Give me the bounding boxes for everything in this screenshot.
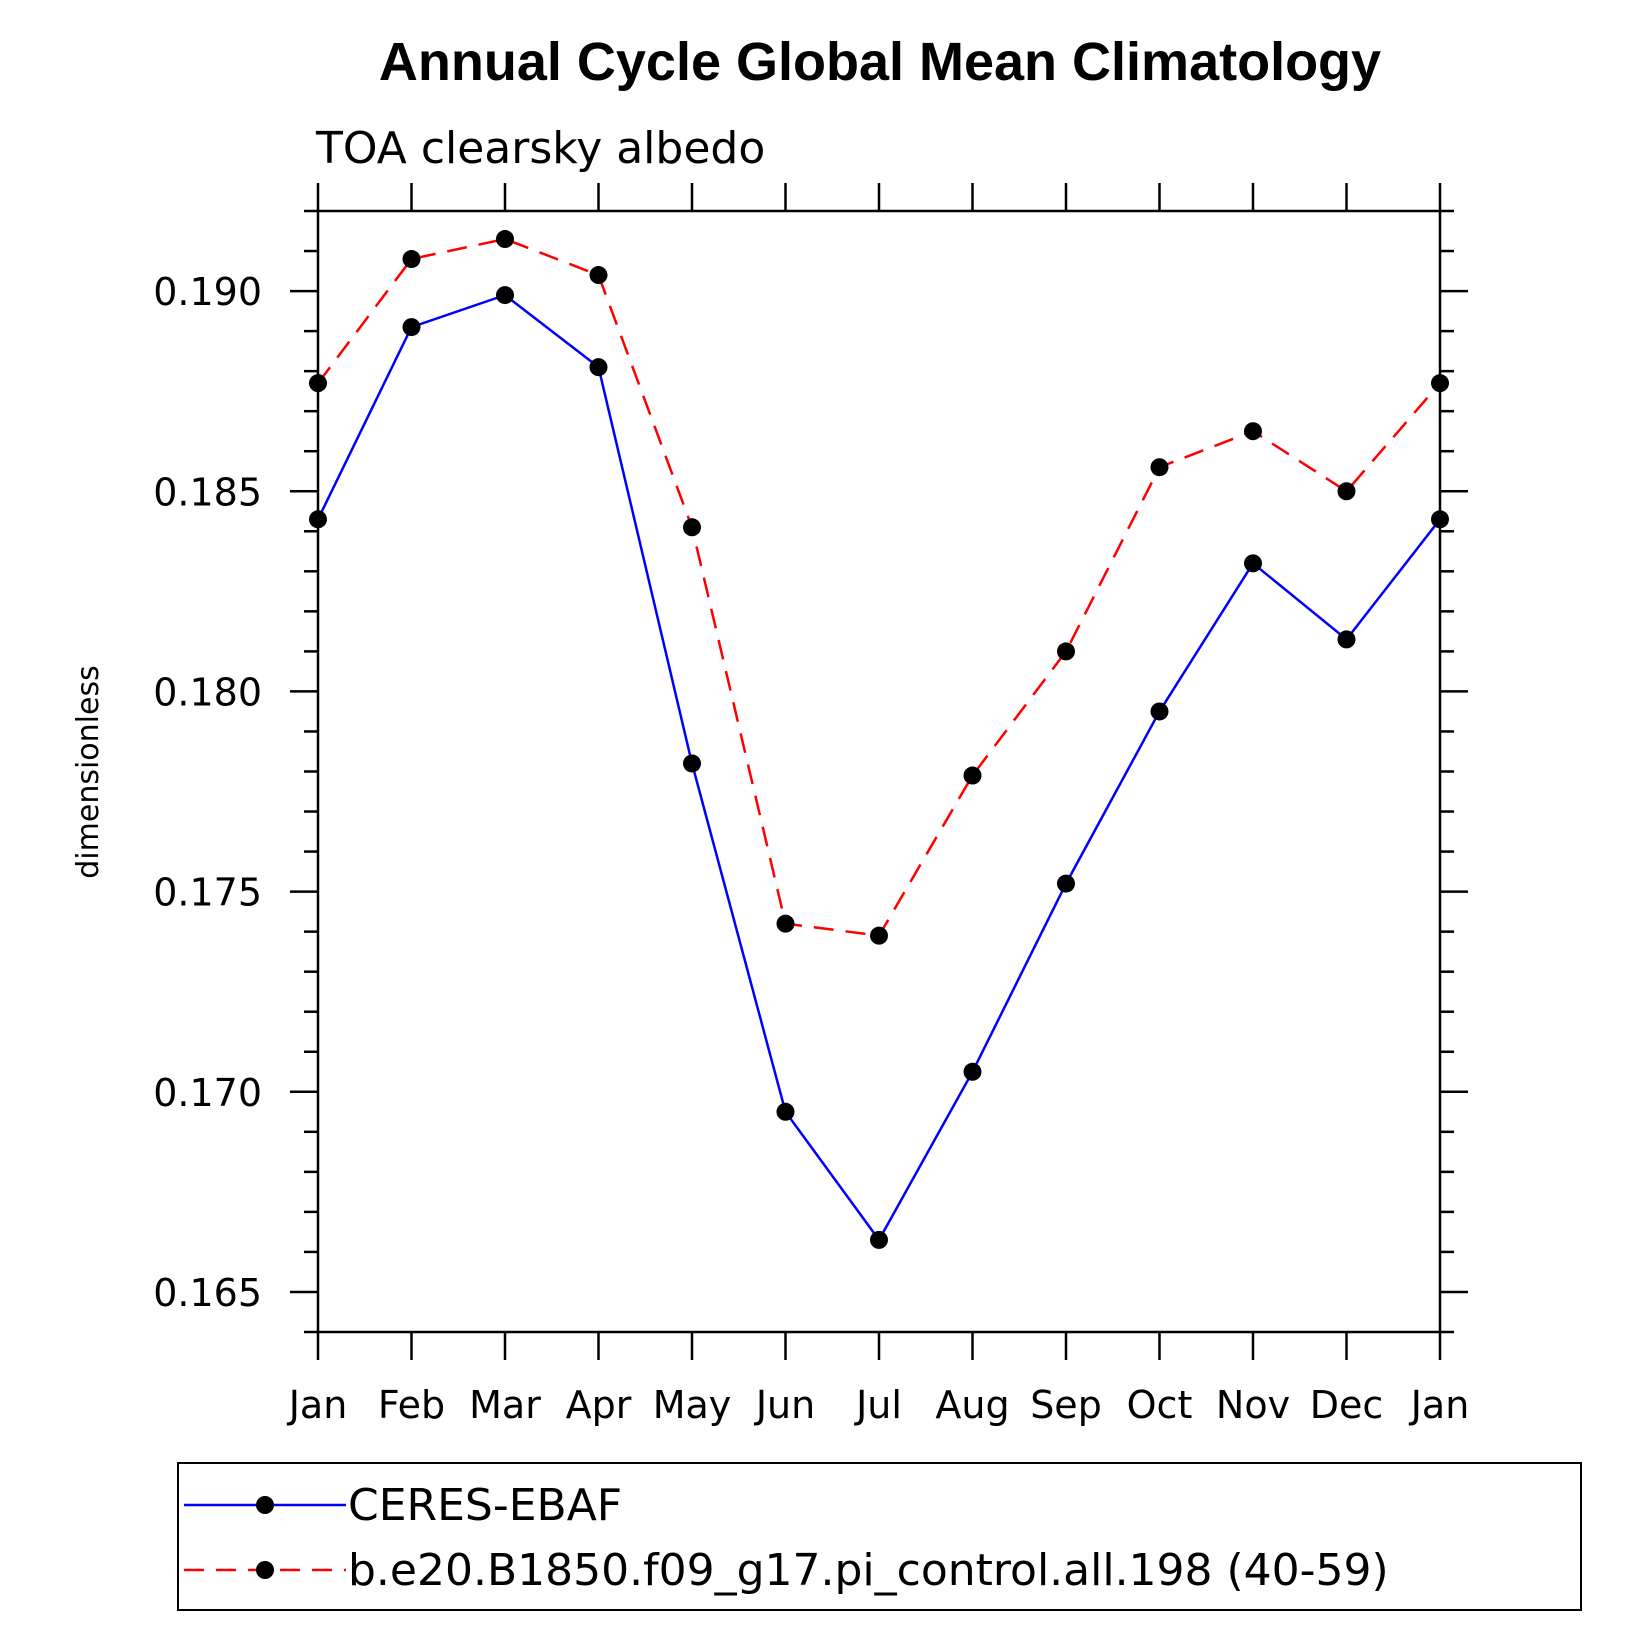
y-axis-label: dimensionless [71,665,106,878]
legend-marker-ceres [256,1496,274,1514]
chart-title: Annual Cycle Global Mean Climatology [379,32,1381,92]
data-point-1 [1337,482,1356,501]
x-tick-label: Jun [754,1383,815,1427]
axis-ticks [290,183,1468,1360]
legend-marker-model [256,1561,274,1579]
x-tick-label: Feb [378,1383,445,1427]
x-tick-labels: Jan Feb Mar Apr May Jun Jul Aug Sep Oct Nov Dec Jan [287,1383,1470,1427]
data-point-1 [1150,458,1169,477]
data-point-0 [683,754,701,773]
legend-label-ceres: CERES-EBAF [348,1480,622,1531]
data-point-1 [496,230,514,249]
data-point-1 [589,266,608,285]
plot-frame [316,209,1442,1334]
x-tick-label: Mar [469,1383,541,1427]
legend-box [177,1462,1582,1611]
x-tick-label: Apr [566,1383,632,1427]
y-tick-label: 0.190 [153,270,262,314]
chart-subtitle: TOA clearsky albedo [315,123,765,174]
x-tick-label: Oct [1127,1383,1193,1427]
y-tick-label: 0.170 [153,1071,262,1115]
y-tick-label: 0.175 [153,871,262,915]
x-tick-label: Dec [1310,1383,1384,1427]
data-point-0 [496,286,514,305]
y-tick-label: 0.180 [153,670,262,714]
x-tick-label: Jan [1409,1383,1470,1427]
data-point-0 [1337,630,1356,649]
data-point-1 [402,250,421,269]
data-point-1 [870,926,888,945]
data-point-1 [683,518,701,537]
data-point-0 [963,1062,982,1081]
y-tick-label: 0.165 [153,1271,262,1315]
series-layer [309,230,1449,1249]
data-point-1 [309,374,327,393]
series-line-0 [316,293,1441,1243]
data-point-1 [963,766,982,785]
data-point-1 [1431,374,1449,393]
x-tick-label: May [653,1383,732,1427]
x-tick-label: Jul [854,1383,902,1427]
data-point-0 [589,358,608,377]
y-tick-labels: 0.165 0.170 0.175 0.180 0.185 0.190 [153,270,262,1315]
data-point-0 [1431,510,1449,529]
data-point-1 [1244,422,1262,441]
data-point-0 [776,1102,795,1121]
x-tick-label: Jan [287,1383,348,1427]
data-point-0 [1244,554,1262,573]
data-point-0 [309,510,327,529]
y-tick-label: 0.185 [153,470,262,514]
x-tick-label: Nov [1216,1383,1290,1427]
data-point-1 [1057,642,1075,661]
data-point-0 [870,1230,888,1249]
data-point-0 [1057,874,1075,893]
legend: CERES-EBAF b.e20.B1850.f09_g17.pi_contro… [177,1462,1582,1611]
x-tick-label: Sep [1030,1383,1102,1427]
x-tick-label: Aug [935,1383,1009,1427]
data-point-0 [1150,702,1169,721]
series-line-1 [317,237,1441,937]
data-point-0 [402,318,421,337]
data-point-1 [776,914,795,933]
legend-label-model: b.e20.B1850.f09_g17.pi_control.all.198 (… [348,1545,1389,1596]
